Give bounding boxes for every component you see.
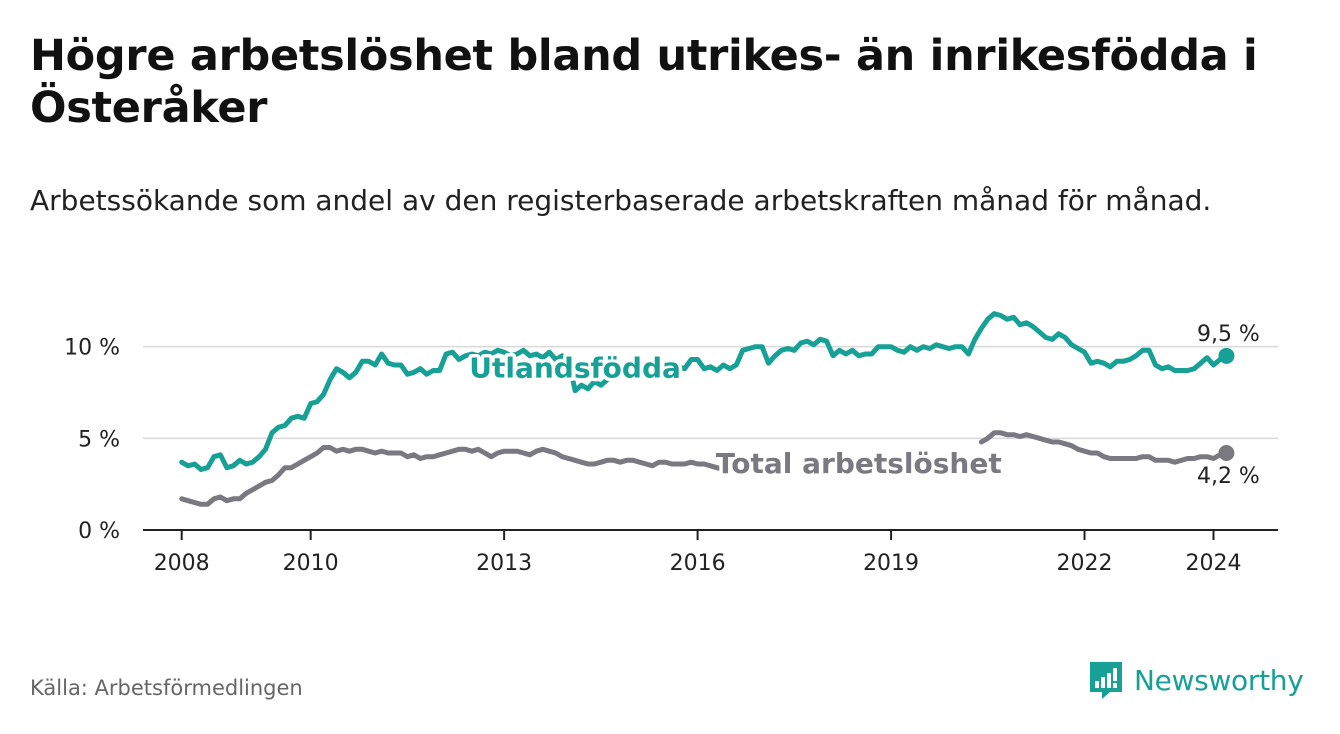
x-tick-label: 2010 [283,551,339,576]
end-point-total [1218,445,1235,461]
x-tick-label: 2024 [1186,551,1242,576]
chart-subtitle: Arbetssökande som andel av den registerb… [30,184,1212,217]
end-value-label-foreign: 9,5 % [1197,322,1260,347]
y-tick-label: 10 % [64,336,120,361]
y-tick-label: 0 % [78,519,120,544]
series-line-foreign [179,311,1229,472]
series-label-total: Total arbetslöshet [716,447,1002,480]
series-label-foreign: Utlandsfödda [469,352,681,385]
x-tick-label: 2013 [476,551,532,576]
x-tick-label: 2016 [670,551,726,576]
line-chart: 0 % 5 % 10 % 2008 2010 2013 2016 2019 2022 2024 Ut… [64,311,1278,576]
end-point-foreign [1218,347,1235,364]
newsworthy-logo-icon [1090,662,1122,699]
end-value-label-total: 4,2 % [1197,464,1260,489]
source-note: Källa: Arbetsförmedlingen [30,676,303,700]
x-tick-label: 2022 [1057,551,1113,576]
chart-title: Högre arbetslöshet bland utrikes- än inr… [30,31,1258,133]
brand-name: Newsworthy [1134,663,1304,697]
x-tick-label: 2008 [154,551,210,576]
series-line-total [179,430,1229,507]
y-tick-label: 5 % [78,427,120,452]
x-tick-label: 2019 [863,551,919,576]
brand-logo[interactable]: Newsworthy [1088,660,1304,700]
